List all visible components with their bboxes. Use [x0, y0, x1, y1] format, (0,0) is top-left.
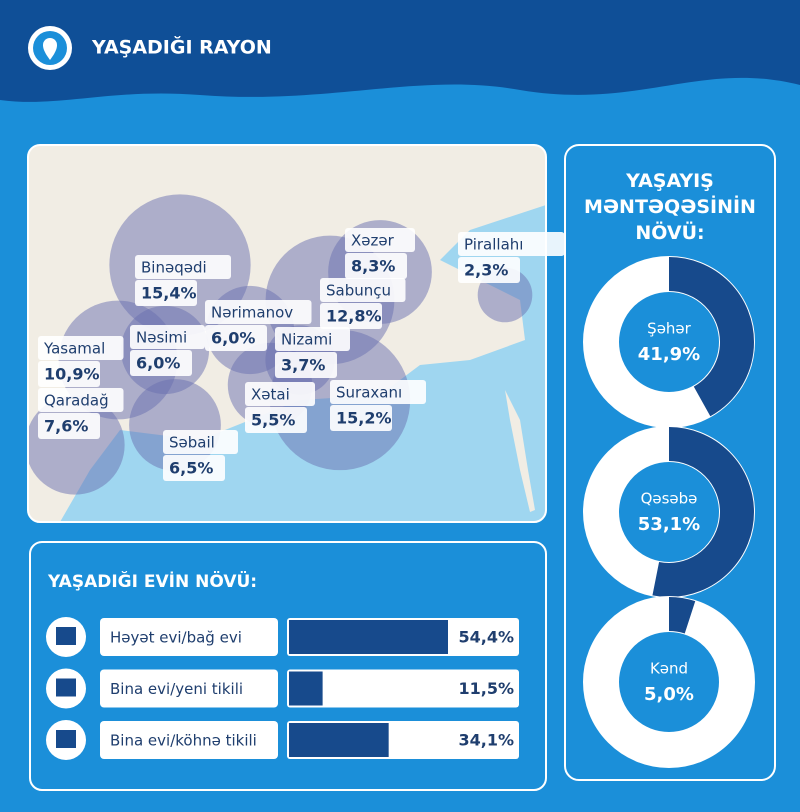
bar-panel [29, 541, 547, 791]
district-name: Xəzər [351, 232, 395, 250]
value-label: 34,1% [458, 731, 514, 750]
district-name: Nizami [281, 331, 332, 349]
donut-title: YAŞAYIŞ MƏNTƏQƏSİNİN NÖVÜ: [584, 170, 756, 244]
row-icon [56, 678, 76, 697]
label-box [458, 232, 565, 256]
donut-category: Qəsəbə [641, 490, 698, 508]
district-value: 10,9% [44, 365, 100, 384]
district-name: Pirallahı [464, 236, 523, 254]
district-name: Yasamal [43, 340, 105, 358]
label-box [38, 361, 100, 387]
value-label: 54,4% [458, 628, 514, 647]
donut-arc [584, 597, 754, 767]
label-box [245, 382, 315, 406]
label-box [135, 255, 231, 279]
label-box [330, 380, 426, 404]
district-name: Binəqədi [141, 259, 207, 277]
label-box [100, 669, 278, 708]
district-name: Səbail [169, 434, 215, 452]
donut-track [583, 596, 755, 768]
header-band [0, 0, 800, 102]
district-value: 2,3% [464, 261, 508, 280]
bar [289, 620, 448, 654]
donut-arc [584, 257, 754, 427]
district-value: 3,7% [281, 356, 325, 375]
district-value: 6,0% [211, 329, 255, 348]
district-name: Nəsimi [136, 329, 187, 347]
donut-value: 53,1% [638, 514, 700, 535]
category-label: Həyət evi/bağ evi [110, 629, 242, 647]
donut-value: 41,9% [638, 344, 700, 365]
label-box [163, 455, 225, 481]
district-name: Sabunçu [326, 282, 391, 300]
label-box [135, 280, 197, 306]
label-box [320, 303, 382, 329]
district-name: Suraxanı [336, 384, 402, 402]
label-box [130, 350, 192, 376]
label-box [345, 253, 407, 279]
district-value: 7,6% [44, 417, 88, 436]
donut-arc [584, 427, 754, 597]
district-value: 8,3% [351, 257, 395, 276]
donut-category: Kənd [650, 660, 688, 678]
label-box [245, 407, 307, 433]
donut-category: Şəhər [647, 320, 691, 338]
district-name: Qaradağ [44, 392, 109, 410]
donut-value: 5,0% [644, 684, 694, 705]
district-name: Nərimanov [211, 304, 293, 322]
map-frame [27, 144, 547, 523]
bar [289, 671, 323, 706]
label-box [458, 257, 520, 283]
district-value: 15,2% [336, 409, 392, 428]
bar [289, 723, 389, 757]
label-box [38, 336, 124, 360]
bar-track [287, 669, 519, 708]
label-box [38, 413, 100, 439]
row-icon [56, 627, 76, 645]
label-box [330, 405, 392, 431]
district-value: 12,8% [326, 307, 382, 326]
category-label: Bina evi/yeni tikili [110, 680, 243, 698]
label-box [275, 327, 350, 351]
label-box [205, 325, 267, 351]
label-box [163, 430, 238, 454]
label-box [130, 325, 205, 349]
row-icon [56, 730, 76, 748]
pin-icon [43, 38, 57, 60]
district-value: 6,0% [136, 354, 180, 373]
label-box [38, 388, 124, 412]
category-label: Bina evi/köhnə tikili [110, 732, 257, 750]
bar-title: YAŞADIĞI EVİN NÖVÜ: [47, 570, 257, 592]
district-name: Xətai [251, 386, 290, 404]
header-title: YAŞADIĞI RAYON [91, 35, 272, 59]
district-value: 15,4% [141, 284, 197, 303]
district-value: 6,5% [169, 459, 213, 478]
donut-panel [564, 144, 776, 781]
label-box [275, 352, 337, 378]
value-label: 11,5% [458, 679, 514, 698]
label-box [205, 300, 312, 324]
label-box [320, 278, 406, 302]
label-box [100, 721, 278, 759]
land [505, 390, 535, 512]
label-box [345, 228, 415, 252]
label-box [100, 618, 278, 656]
district-value: 5,5% [251, 411, 295, 430]
